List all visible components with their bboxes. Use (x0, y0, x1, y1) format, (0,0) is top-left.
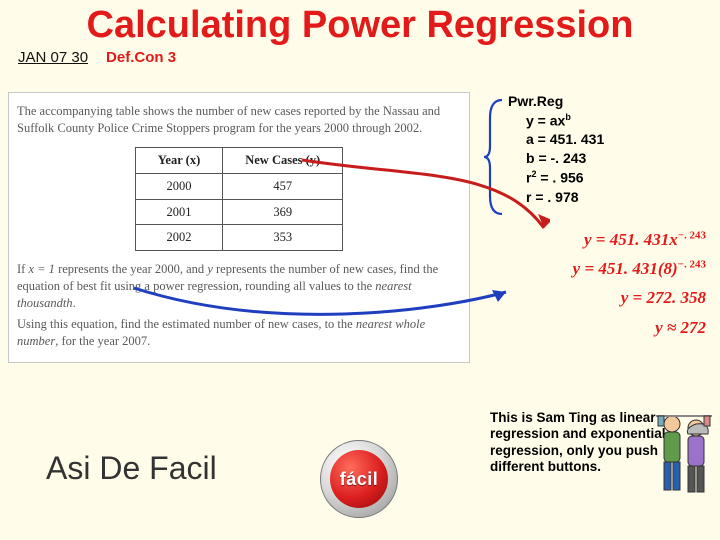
col-header-year: Year (x) (135, 147, 222, 173)
results-r: r = . 978 (508, 188, 604, 207)
sub-row: JAN 07 30 Def.Con 3 (0, 47, 720, 66)
problem-intro: The accompanying table shows the number … (17, 103, 461, 137)
page-title: Calculating Power Regression (0, 0, 720, 47)
people-clipart-icon (654, 410, 714, 520)
asi-de-facil-label: Asi De Facil (46, 450, 217, 487)
table-row: 2000 457 (135, 173, 342, 199)
jan-link[interactable]: JAN 07 30 (18, 49, 88, 66)
problem-p2: If x = 1 represents the year 2000, and y… (17, 261, 461, 312)
results-b: b = -. 243 (508, 149, 604, 168)
results-a: a = 451. 431 (508, 130, 604, 149)
equation-1: y = 451. 431x−. 243 (573, 226, 706, 253)
problem-p3: Using this equation, find the estimated … (17, 316, 461, 350)
equation-3: y = 272. 358 (573, 284, 706, 311)
results-r2: r2 = . 956 (508, 168, 604, 188)
defcon-label: Def.Con 3 (106, 49, 176, 66)
table-row: 2002 353 (135, 225, 342, 251)
problem-text-box: The accompanying table shows the number … (8, 92, 470, 363)
regression-results: Pwr.Reg y = axb a = 451. 431 b = -. 243 … (508, 92, 604, 207)
results-eq: y = axb (508, 111, 604, 131)
equation-stack: y = 451. 431x−. 243 y = 451. 431(8)−. 24… (573, 224, 706, 343)
col-header-cases: New Cases (y) (223, 147, 343, 173)
sam-ting-note: This is Sam Ting as linear regression an… (490, 410, 670, 476)
table-row: 2001 369 (135, 199, 342, 225)
equation-2: y = 451. 431(8)−. 243 (573, 255, 706, 282)
brace-icon (484, 98, 506, 216)
facil-button-label: fácil (330, 450, 388, 508)
equation-4: y ≈ 272 (573, 314, 706, 341)
results-heading: Pwr.Reg (508, 92, 604, 111)
cases-table: Year (x) New Cases (y) 2000 457 2001 369… (135, 147, 343, 252)
facil-button-icon: fácil (320, 440, 398, 518)
